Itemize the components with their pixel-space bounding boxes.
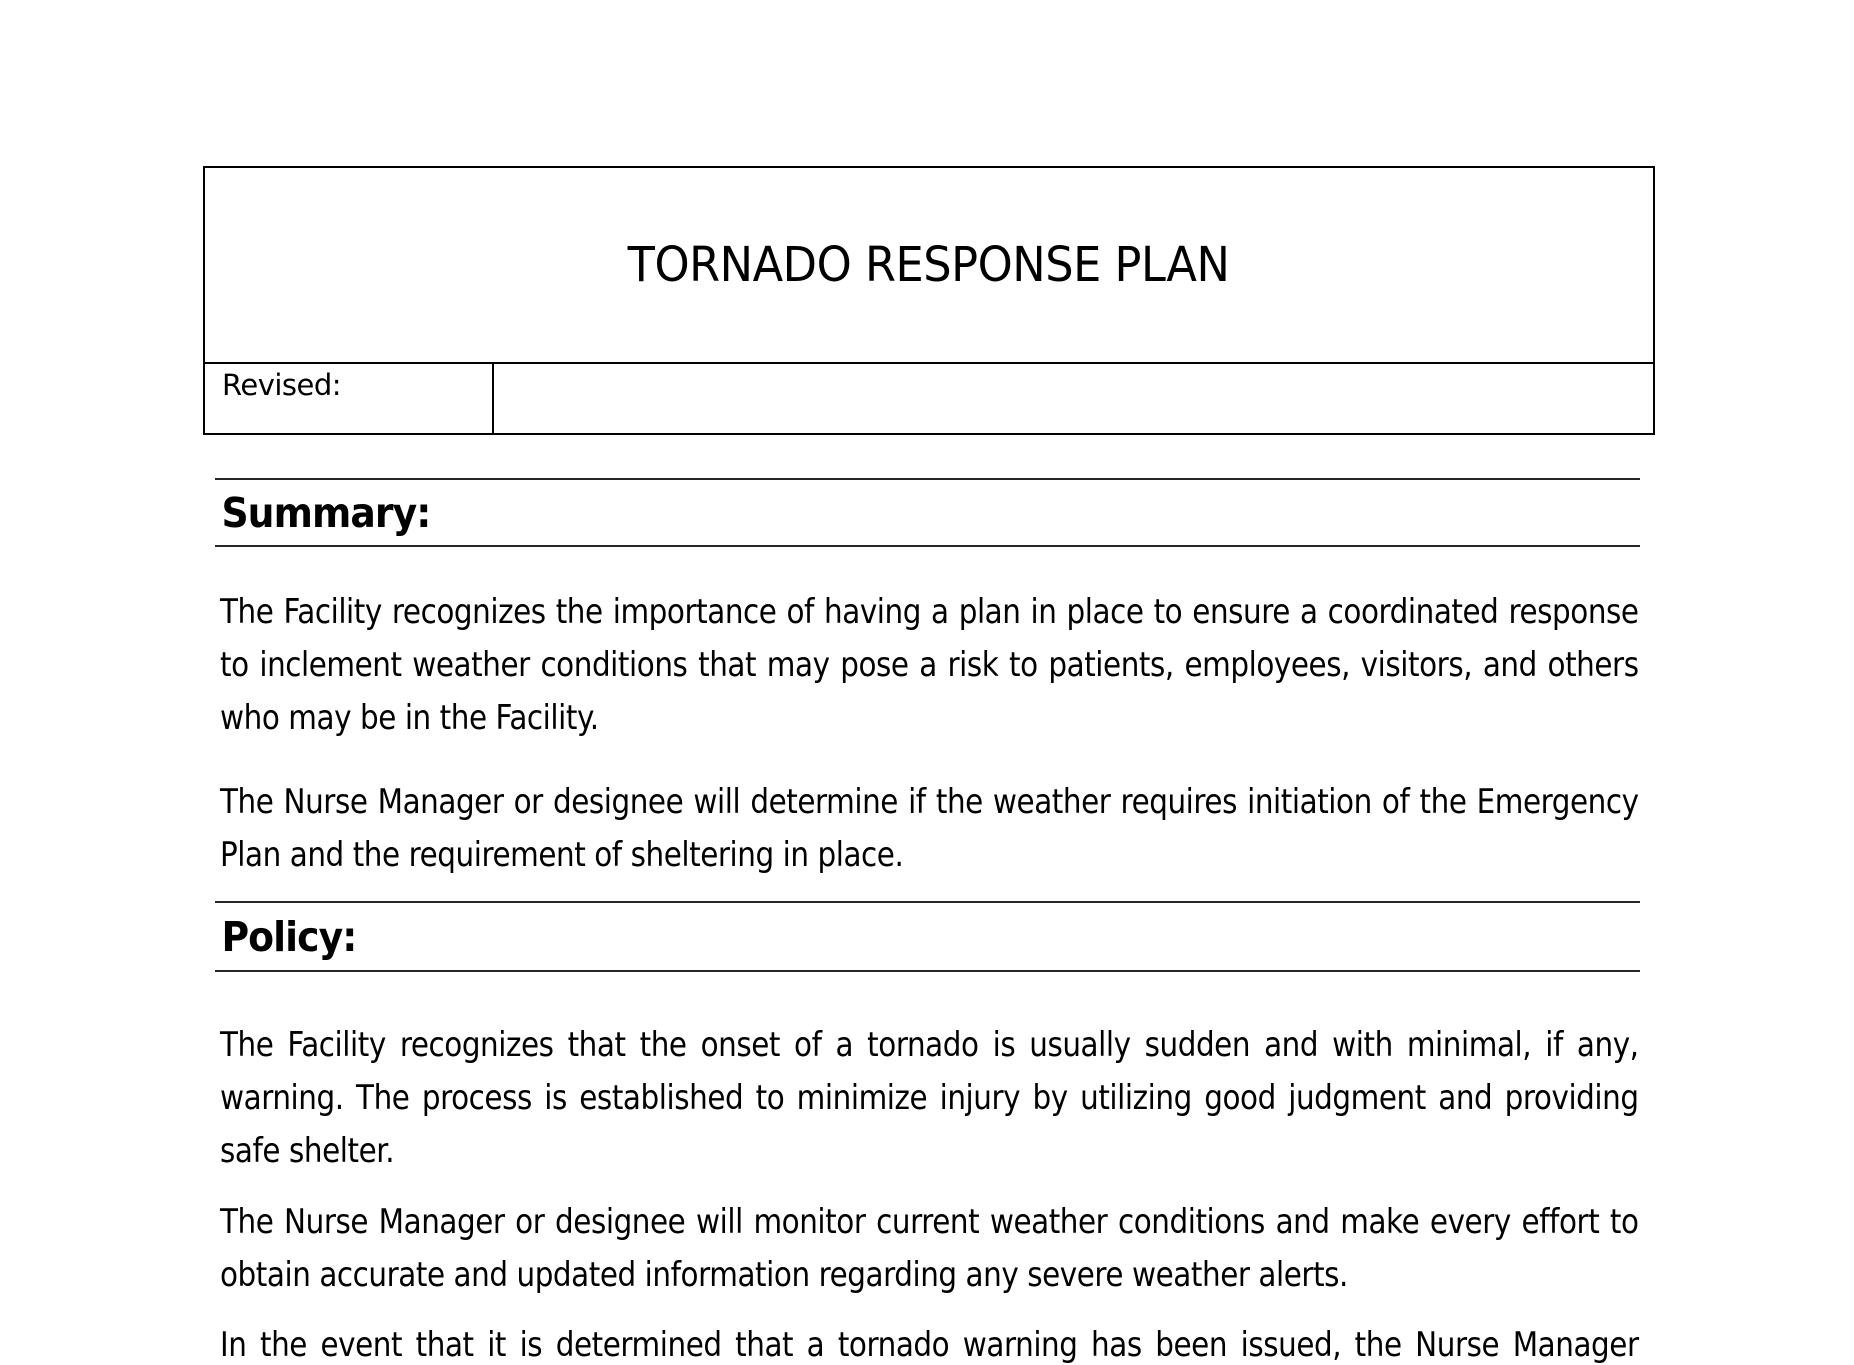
summary-heading-text: Summary: bbox=[221, 488, 431, 537]
revised-row: Revised: bbox=[205, 362, 1653, 433]
policy-paragraph-2: The Nurse Manager or designee will monit… bbox=[220, 1202, 1639, 1295]
section-heading-summary: Summary: bbox=[215, 478, 1640, 547]
policy-heading-text: Policy: bbox=[221, 912, 357, 961]
policy-paragraph-1: The Facility recognizes that the onset o… bbox=[220, 1025, 1639, 1171]
section-heading-policy: Policy: bbox=[215, 901, 1640, 972]
revised-label-cell: Revised: bbox=[205, 364, 494, 433]
document-title: TORNADO RESPONSE PLAN bbox=[628, 237, 1230, 293]
revised-label: Revised: bbox=[222, 368, 342, 402]
title-row: TORNADO RESPONSE PLAN bbox=[205, 168, 1653, 362]
header-table: TORNADO RESPONSE PLAN Revised: bbox=[203, 166, 1655, 435]
policy-paragraph-3-partial: In the event that it is determined that … bbox=[220, 1325, 1639, 1365]
revised-value-cell bbox=[494, 364, 1653, 433]
summary-paragraph-2: The Nurse Manager or designee will deter… bbox=[220, 782, 1639, 875]
summary-paragraph-1: The Facility recognizes the importance o… bbox=[220, 592, 1639, 738]
